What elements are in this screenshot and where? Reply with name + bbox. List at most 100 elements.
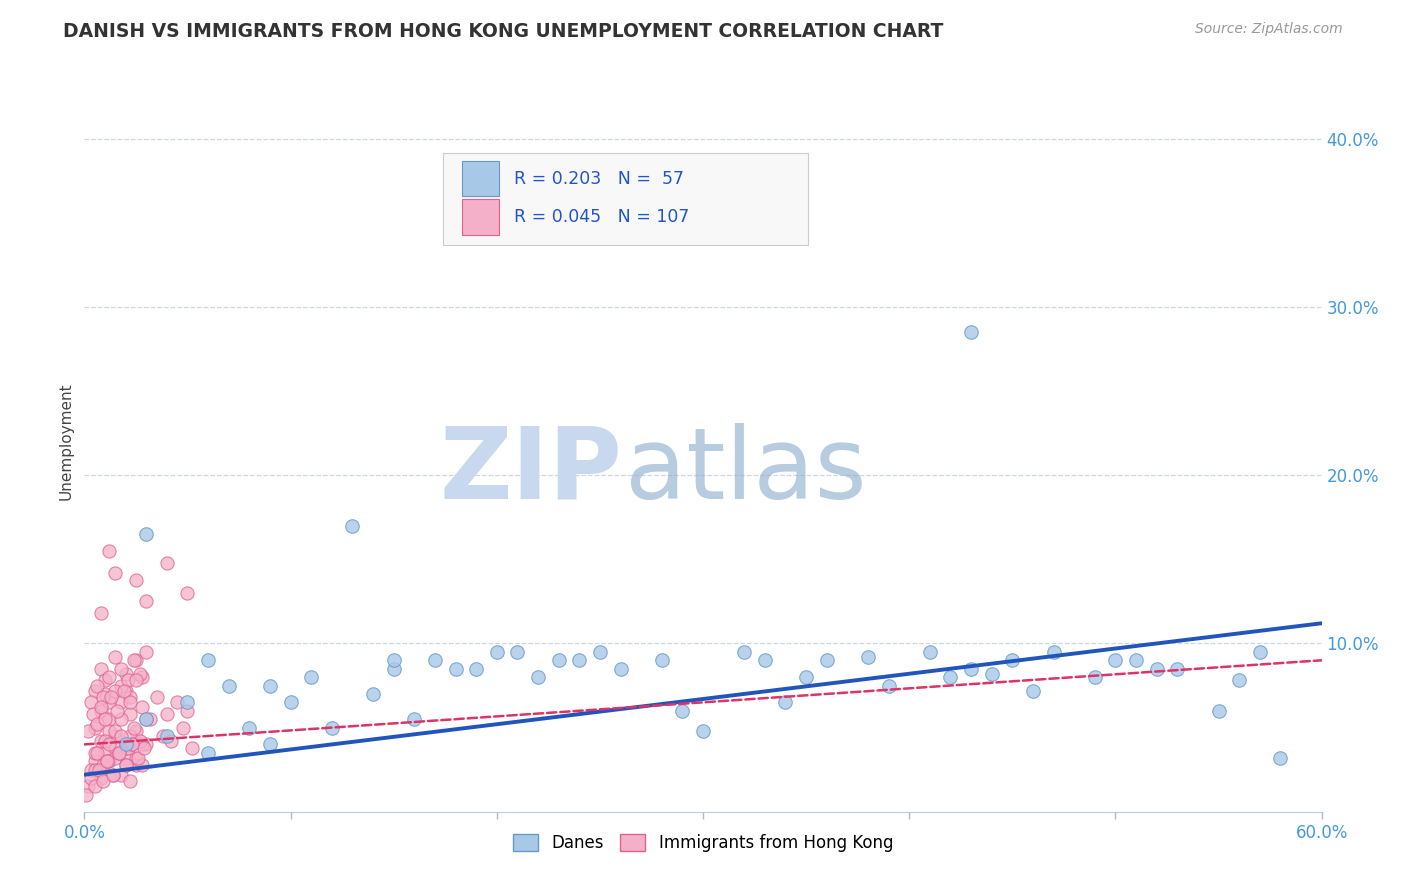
Point xyxy=(98,670,121,684)
Point xyxy=(90,704,112,718)
Point xyxy=(1208,704,1230,718)
Point xyxy=(1270,751,1292,765)
Point xyxy=(197,653,219,667)
Point xyxy=(108,746,131,760)
Point xyxy=(135,645,157,659)
Point xyxy=(1166,662,1188,676)
Point xyxy=(139,712,162,726)
Point xyxy=(98,738,121,752)
Point xyxy=(94,673,117,688)
Point xyxy=(1084,670,1107,684)
Point xyxy=(112,683,135,698)
Point xyxy=(94,734,117,748)
Point xyxy=(259,738,281,752)
Point xyxy=(465,662,488,676)
Point xyxy=(110,662,132,676)
Point xyxy=(259,679,281,693)
Point xyxy=(180,740,202,755)
Point xyxy=(156,729,179,743)
Point xyxy=(98,723,121,738)
Point xyxy=(176,695,198,709)
Point xyxy=(506,645,529,659)
Point xyxy=(131,738,153,752)
Point xyxy=(122,721,145,735)
Point xyxy=(145,690,167,705)
Point xyxy=(96,754,118,768)
Point xyxy=(125,653,148,667)
Point xyxy=(105,704,128,718)
Point xyxy=(110,695,132,709)
Point xyxy=(94,687,117,701)
Point xyxy=(299,670,322,684)
Point xyxy=(547,653,569,667)
Point xyxy=(856,649,879,664)
Point xyxy=(125,673,148,688)
Point xyxy=(131,700,153,714)
Text: Source: ZipAtlas.com: Source: ZipAtlas.com xyxy=(1195,22,1343,37)
Point xyxy=(176,586,198,600)
Point xyxy=(131,670,153,684)
Point xyxy=(671,704,693,718)
Point xyxy=(114,683,136,698)
Point xyxy=(98,754,121,768)
Point xyxy=(121,738,143,752)
Point xyxy=(692,723,714,738)
Point xyxy=(118,690,141,705)
Point xyxy=(1001,653,1024,667)
Point xyxy=(82,707,104,722)
Point xyxy=(918,645,941,659)
Point xyxy=(815,653,838,667)
Point xyxy=(118,707,141,722)
Point xyxy=(90,763,112,777)
Point xyxy=(122,653,145,667)
Text: DANISH VS IMMIGRANTS FROM HONG KONG UNEMPLOYMENT CORRELATION CHART: DANISH VS IMMIGRANTS FROM HONG KONG UNEM… xyxy=(63,22,943,41)
Point xyxy=(342,518,364,533)
Point xyxy=(125,751,148,765)
Point xyxy=(114,666,136,681)
Y-axis label: Unemployment: Unemployment xyxy=(58,383,73,500)
Point xyxy=(83,754,105,768)
Point xyxy=(238,721,260,735)
Point xyxy=(156,707,179,722)
Point xyxy=(87,763,110,777)
Point xyxy=(160,734,183,748)
Point xyxy=(1249,645,1271,659)
Point xyxy=(197,746,219,760)
Point xyxy=(1227,673,1250,688)
Point xyxy=(86,746,108,760)
Point xyxy=(118,729,141,743)
Point xyxy=(1104,653,1126,667)
Point xyxy=(794,670,817,684)
Point xyxy=(156,556,179,570)
Point xyxy=(91,690,114,705)
Point xyxy=(135,594,157,608)
Point xyxy=(280,695,302,709)
Point xyxy=(1042,645,1064,659)
Point xyxy=(485,645,508,659)
Point xyxy=(125,723,148,738)
Legend: Danes, Immigrants from Hong Kong: Danes, Immigrants from Hong Kong xyxy=(506,828,900,859)
Point xyxy=(118,774,141,789)
Point xyxy=(104,729,127,743)
FancyBboxPatch shape xyxy=(461,161,499,196)
Point xyxy=(121,738,143,752)
Point xyxy=(114,757,136,772)
Point xyxy=(104,649,127,664)
Point xyxy=(77,780,100,794)
Point xyxy=(129,734,152,748)
Point xyxy=(91,757,114,772)
Point xyxy=(630,174,652,188)
Point xyxy=(91,774,114,789)
Point xyxy=(568,653,591,667)
Point xyxy=(176,704,198,718)
Text: atlas: atlas xyxy=(626,423,866,520)
Point xyxy=(125,757,148,772)
Point xyxy=(90,662,112,676)
Point xyxy=(90,700,112,714)
Point xyxy=(83,683,105,698)
Point xyxy=(90,734,112,748)
Point xyxy=(444,662,467,676)
Point xyxy=(83,780,105,794)
Point xyxy=(94,746,117,760)
Point xyxy=(135,738,157,752)
